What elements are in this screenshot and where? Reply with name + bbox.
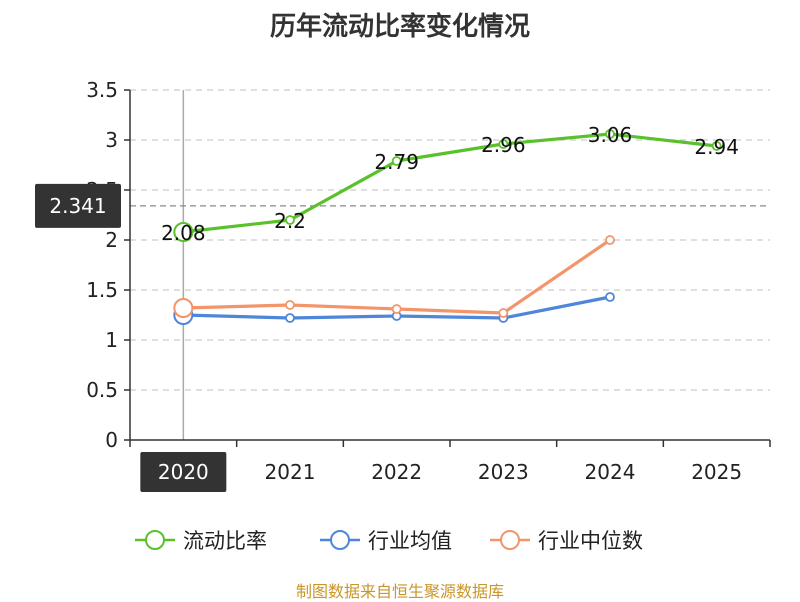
series-line-3[interactable] xyxy=(183,238,611,315)
legend-marker xyxy=(500,530,520,550)
data-source-note: 制图数据来自恒生聚源数据库 xyxy=(295,582,504,601)
x-tick-label: 2025 xyxy=(691,460,742,484)
data-point[interactable] xyxy=(498,308,509,318)
chart-title: 历年流动比率变化情况 xyxy=(269,12,530,42)
y-tick-label: 0 xyxy=(105,428,118,452)
legend-marker xyxy=(145,530,165,550)
data-label: 2.79 xyxy=(374,150,419,174)
data-point[interactable] xyxy=(391,304,402,314)
legend-item-2[interactable]: 行业均值 xyxy=(320,529,452,553)
y-tick-label: 1.5 xyxy=(86,278,118,302)
y-tick-label: 3 xyxy=(105,128,118,152)
y-value-tooltip-text: 2.341 xyxy=(49,194,106,218)
legend-label: 流动比率 xyxy=(183,529,267,553)
legend-marker xyxy=(330,530,350,550)
data-point[interactable] xyxy=(605,129,615,139)
x-tick-highlight xyxy=(140,452,227,492)
legend-label: 行业中位数 xyxy=(538,529,643,553)
data-point[interactable] xyxy=(498,139,509,149)
data-label: 2.08 xyxy=(161,221,206,245)
data-point[interactable] xyxy=(285,215,295,225)
x-tick-label: 2022 xyxy=(371,460,422,484)
series-line-1[interactable] xyxy=(183,132,717,234)
y-tick-label: 2 xyxy=(105,228,118,252)
data-point[interactable] xyxy=(285,313,295,323)
data-point[interactable] xyxy=(391,156,402,166)
data-label: 2.2 xyxy=(274,209,306,233)
data-point[interactable] xyxy=(605,235,615,245)
y-value-tooltip xyxy=(35,183,121,228)
data-label: 3.06 xyxy=(588,123,633,147)
data-label: 2.94 xyxy=(694,135,739,159)
x-tick-label: 2024 xyxy=(585,460,636,484)
data-point[interactable] xyxy=(173,222,194,242)
legend-item-1[interactable]: 流动比率 xyxy=(135,529,267,553)
y-tick-label: 3.5 xyxy=(86,78,118,102)
y-tick-label: 0.5 xyxy=(86,378,118,402)
data-point[interactable] xyxy=(711,141,722,151)
data-label: 2.96 xyxy=(481,133,526,157)
legend-label: 行业均值 xyxy=(368,529,452,553)
data-point[interactable] xyxy=(173,298,194,318)
data-point[interactable] xyxy=(605,292,615,302)
legend-item-3[interactable]: 行业中位数 xyxy=(490,529,643,553)
y-tick-label: 1 xyxy=(105,328,118,352)
x-tick-label: 2021 xyxy=(265,460,316,484)
x-tick-label: 2023 xyxy=(478,460,529,484)
data-point[interactable] xyxy=(285,300,295,310)
x-tick-label: 2020 xyxy=(158,460,209,484)
